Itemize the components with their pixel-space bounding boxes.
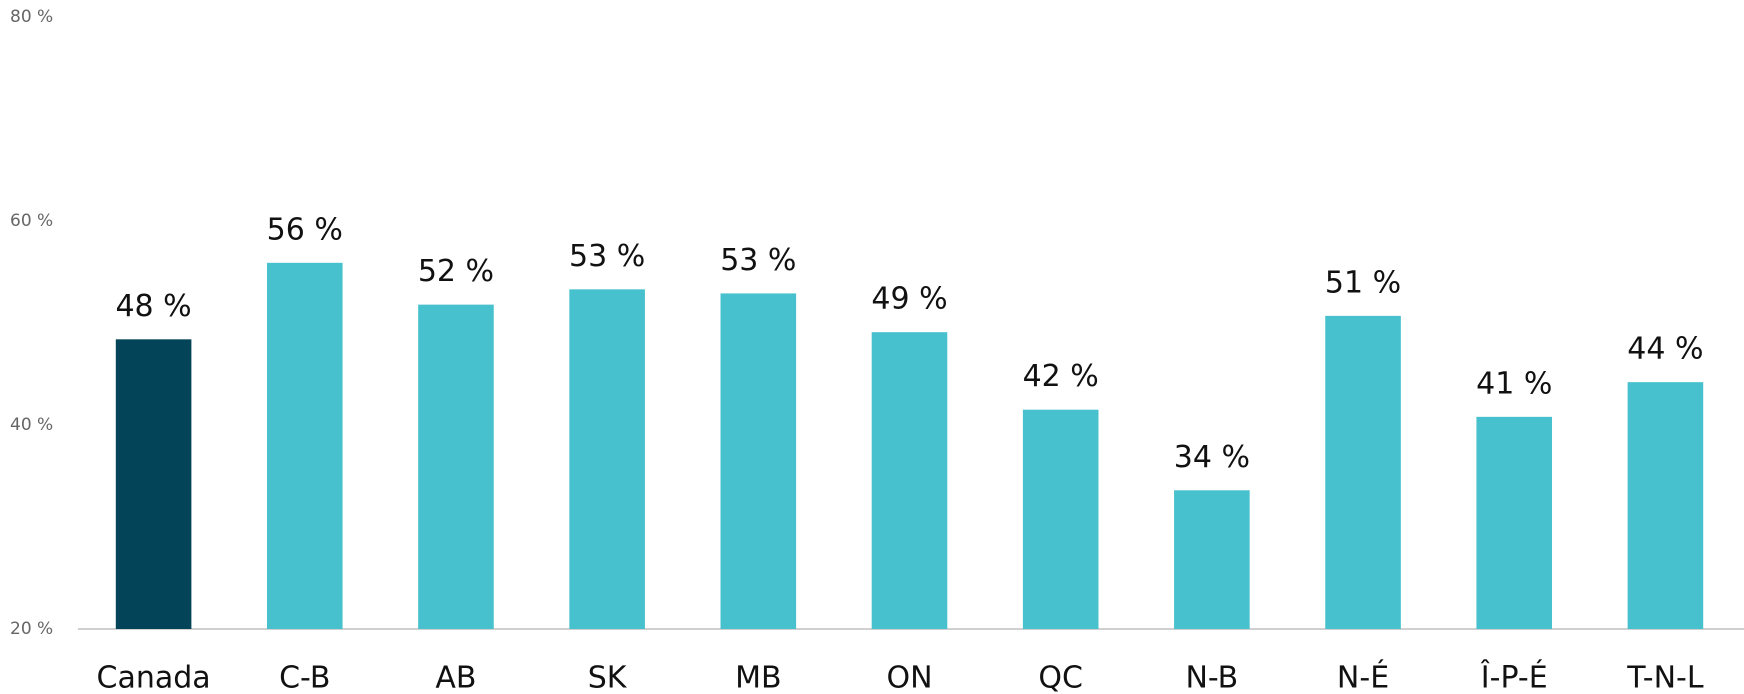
value-label: 53 % <box>720 243 796 278</box>
value-label: 51 % <box>1325 265 1401 300</box>
x-tick-label: T-N-L <box>1626 661 1704 694</box>
bar <box>1627 382 1704 629</box>
bar <box>1174 490 1250 629</box>
y-tick-label: 80 % <box>10 7 53 27</box>
x-tick-label: N-B <box>1185 661 1238 694</box>
value-label: 56 % <box>267 212 343 247</box>
value-label: 52 % <box>418 254 494 289</box>
y-tick-label: 60 % <box>10 211 53 231</box>
x-tick-label: Î-P-É <box>1480 660 1548 694</box>
bar <box>1022 409 1099 629</box>
value-label: 42 % <box>1023 359 1099 394</box>
value-label: 48 % <box>115 289 191 324</box>
value-label: 34 % <box>1174 440 1250 475</box>
x-tick-label: Canada <box>97 661 211 694</box>
bar <box>418 304 494 629</box>
x-tick-label: C-B <box>279 661 330 694</box>
bar <box>115 339 192 629</box>
x-tick-label: N-É <box>1337 660 1389 694</box>
x-tick-label: QC <box>1038 661 1083 694</box>
x-tick-label: MB <box>735 661 781 694</box>
y-tick-label: 20 % <box>10 619 53 639</box>
value-label: 41 % <box>1476 366 1552 401</box>
bar <box>266 262 343 629</box>
bar <box>1325 315 1401 629</box>
x-tick-label: AB <box>435 661 476 694</box>
y-tick-label: 40 % <box>10 415 53 435</box>
x-tick-label: ON <box>886 661 932 694</box>
value-label: 53 % <box>569 239 645 274</box>
bar <box>569 289 645 629</box>
x-tick-label: SK <box>588 661 628 694</box>
bar <box>1476 416 1553 629</box>
value-label: 49 % <box>871 282 947 317</box>
bar <box>720 293 797 629</box>
value-label: 44 % <box>1627 332 1703 367</box>
bar <box>871 332 948 629</box>
